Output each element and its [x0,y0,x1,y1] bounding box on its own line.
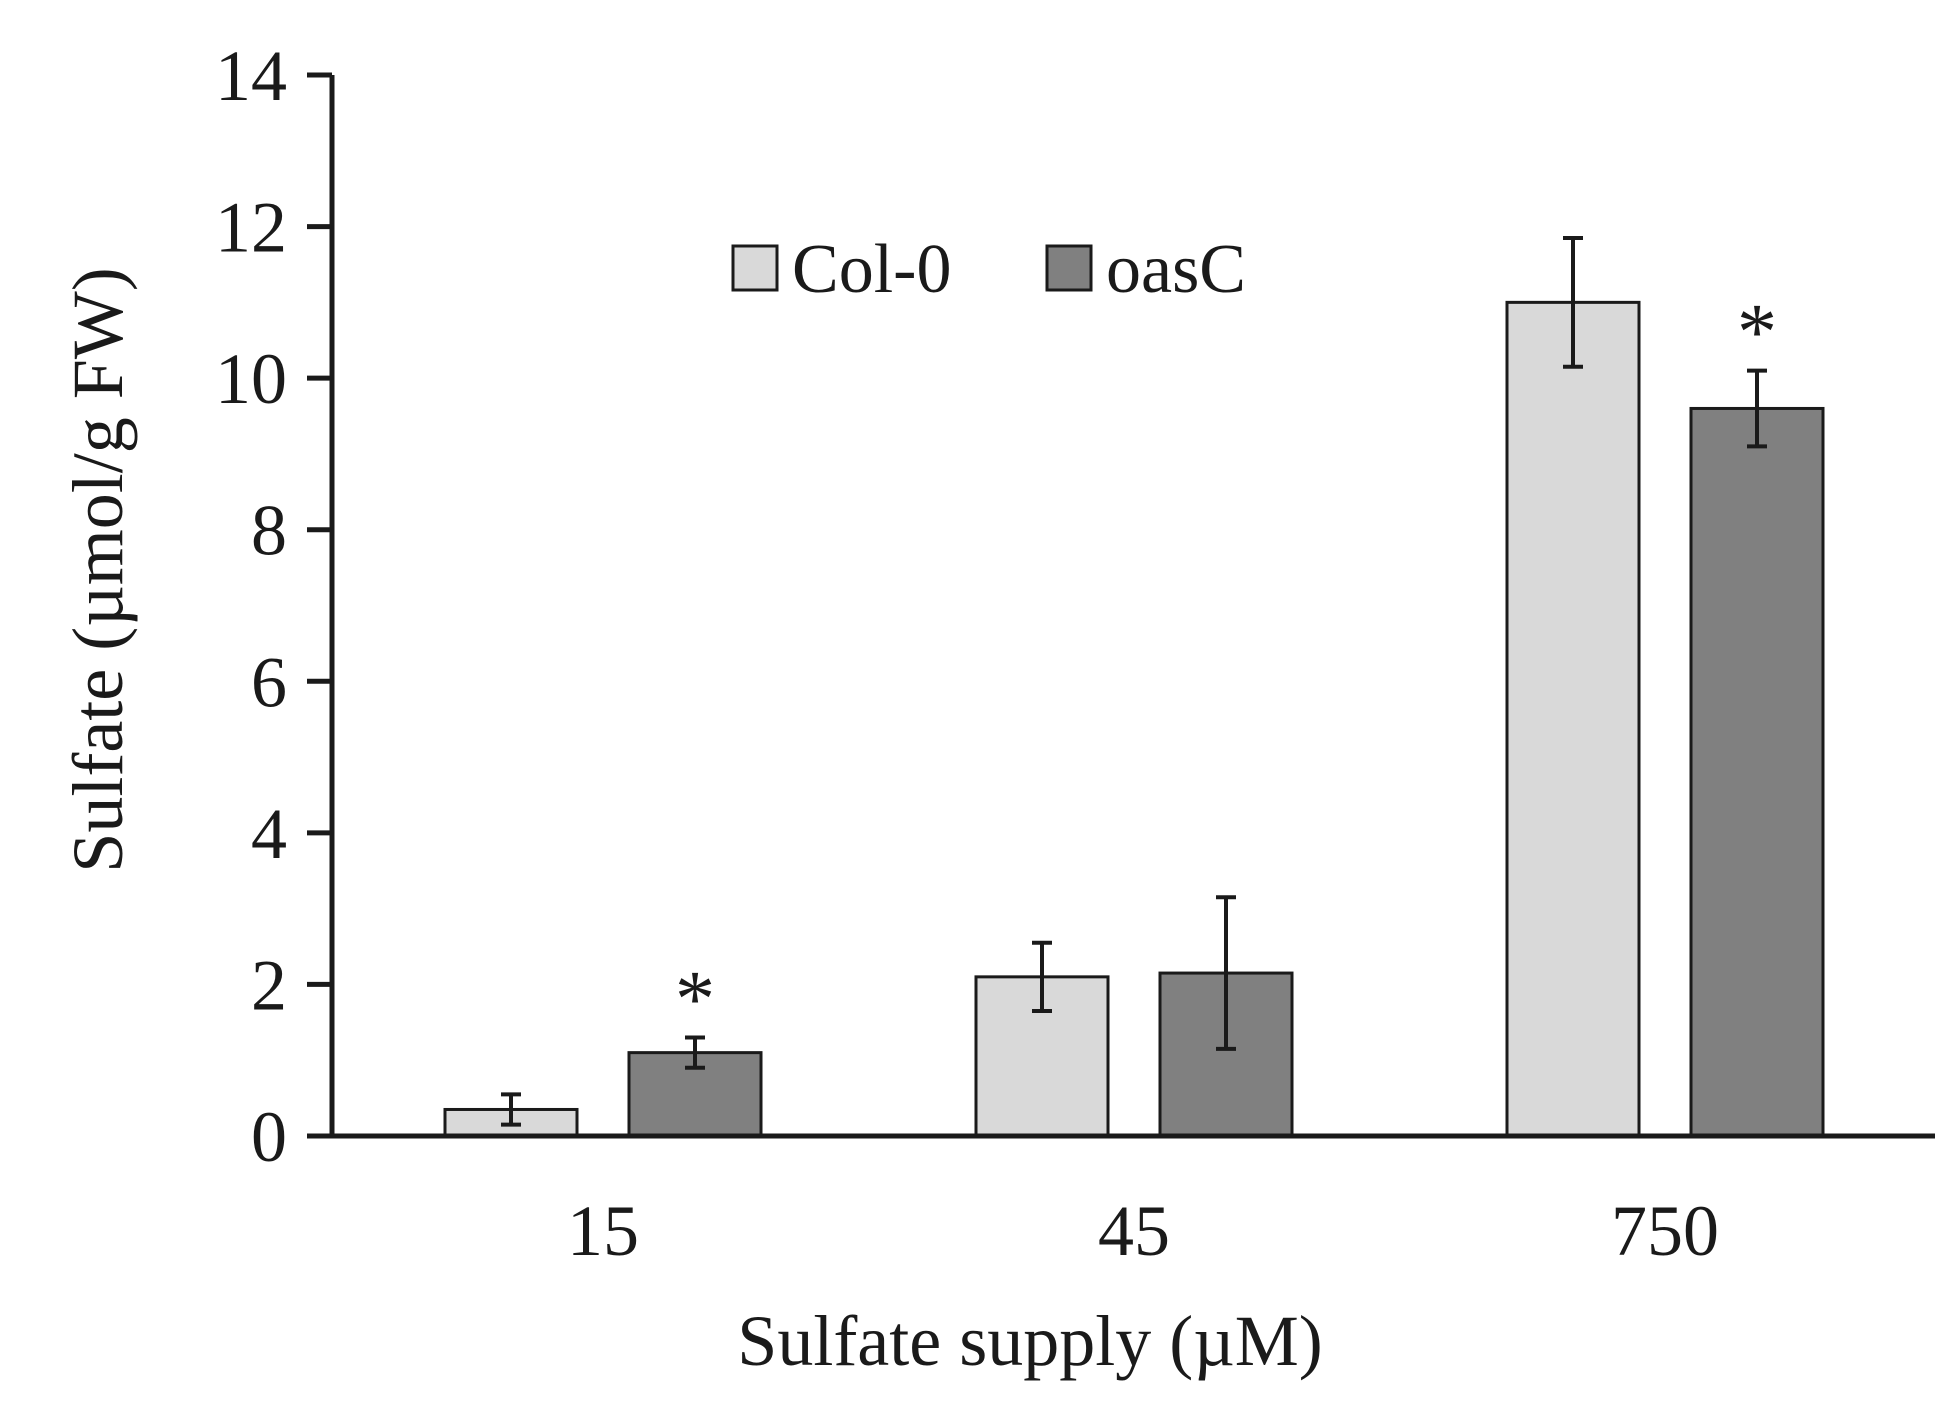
x-axis-tick-labels: 15 45 750 [567,1191,1719,1271]
significance-markers: ** [675,289,1777,1044]
x-tick-label: 15 [567,1191,639,1271]
y-tick-label: 14 [215,36,287,116]
error-bars [501,235,1767,1127]
error-bar-oasc-45 [1216,895,1236,1051]
y-tick-label: 10 [215,339,287,419]
bar-col-0-750 [1505,300,1641,1138]
legend-swatch-oasc [1045,244,1093,292]
y-tick-label: 4 [251,794,287,874]
y-tick-label: 12 [215,188,287,268]
significance-marker: * [675,955,715,1043]
y-tick-label: 0 [251,1097,287,1177]
legend: Col-0 oasC [731,231,1246,308]
legend-label-oasc: oasC [1106,231,1246,308]
legend-label-col-0: Col-0 [792,231,951,308]
bars [443,300,1825,1138]
error-bar-col-0-750 [1563,235,1583,369]
legend-swatch-col-0 [731,244,779,292]
y-axis-ticks: 0 2 4 6 8 10 12 14 [215,36,332,1177]
error-bar-col-0-45 [1032,940,1052,1013]
x-tick-label: 750 [1611,1191,1719,1271]
error-bar-oasc-15 [685,1035,705,1070]
y-tick-label: 6 [251,642,287,722]
bar-oasc-750 [1689,406,1825,1138]
x-axis-title: Sulfate supply (µM) [737,1301,1322,1381]
y-axis-title: Sulfate (µmol/g FW) [58,267,138,872]
significance-marker: * [1737,289,1777,377]
x-tick-label: 45 [1098,1191,1170,1271]
error-bar-oasc-750 [1747,368,1767,449]
error-bar-col-0-15 [501,1092,521,1127]
y-tick-label: 8 [251,491,287,571]
y-tick-label: 2 [251,945,287,1025]
